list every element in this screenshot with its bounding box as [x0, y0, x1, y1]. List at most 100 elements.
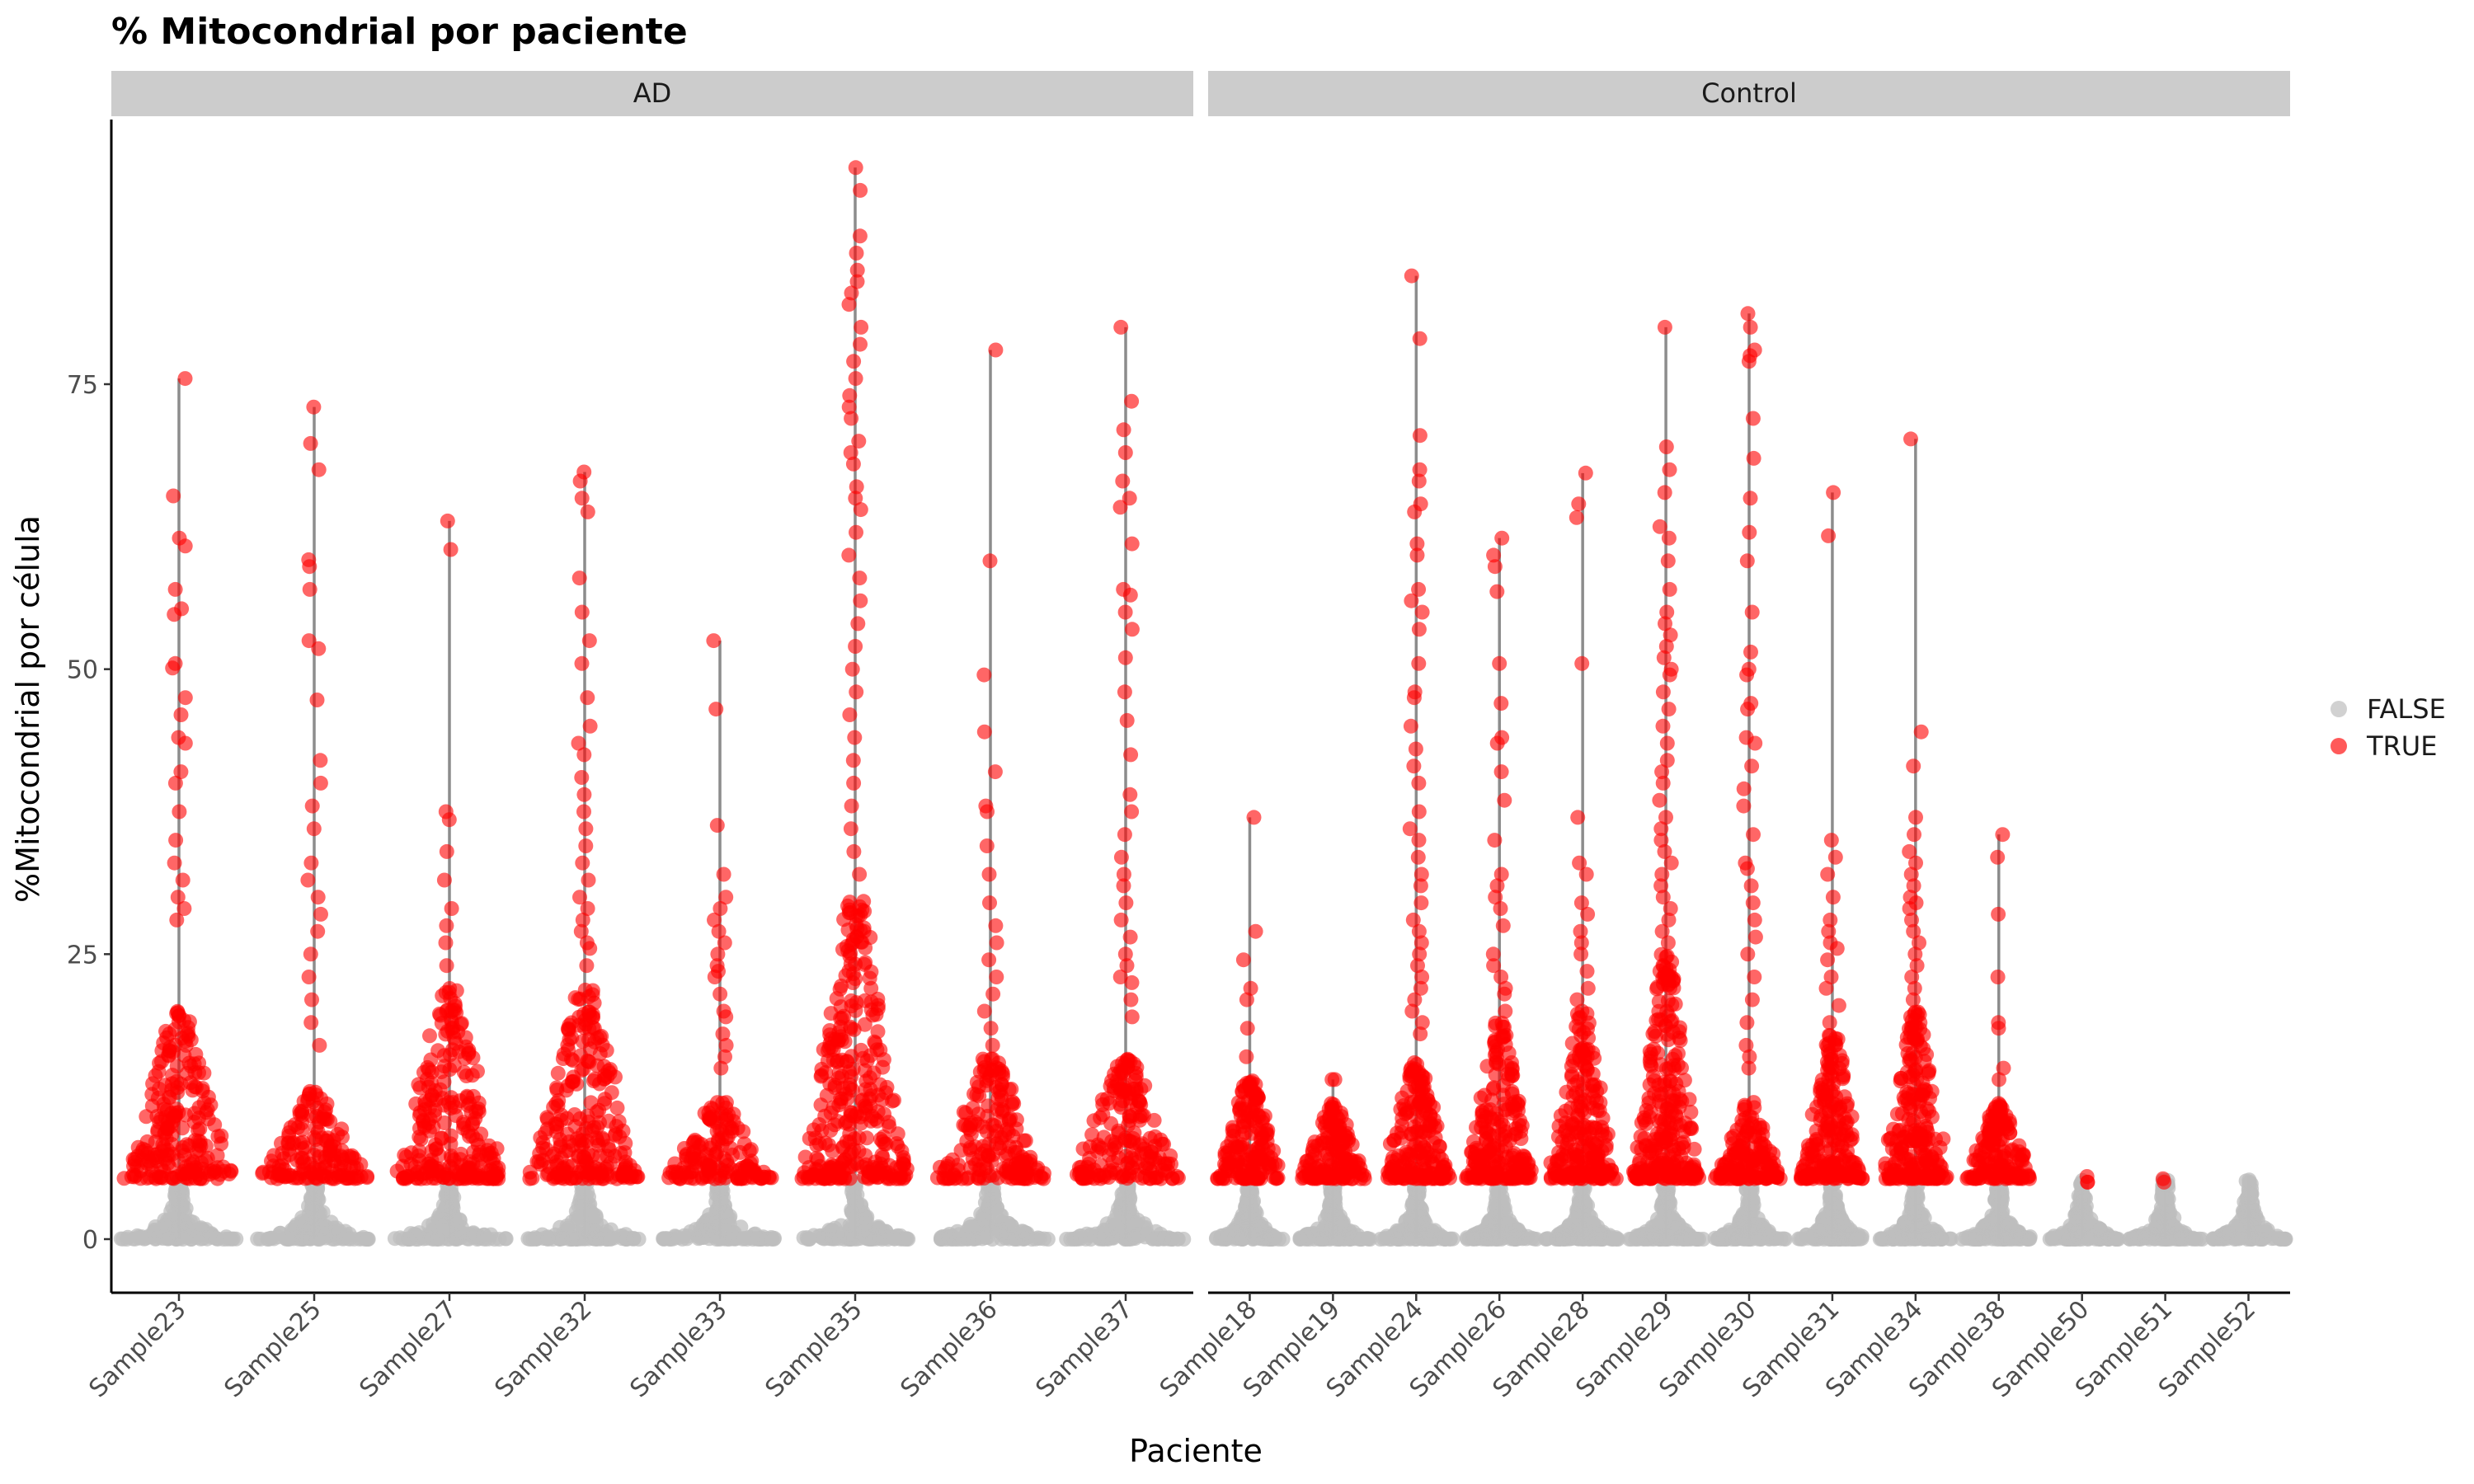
point-true — [408, 1096, 424, 1111]
point-true — [585, 987, 600, 1003]
point-true — [576, 747, 592, 763]
point-true — [331, 1169, 346, 1185]
point-true — [708, 702, 724, 717]
point-true — [1123, 992, 1139, 1007]
point-true — [576, 464, 592, 480]
point-false — [578, 1188, 594, 1204]
point-true — [304, 992, 319, 1007]
point-true — [1122, 929, 1138, 945]
point-true — [1115, 473, 1131, 489]
point-true — [441, 1171, 456, 1186]
point-true — [557, 1171, 572, 1186]
point-true — [198, 1139, 214, 1153]
sample-sample32: Sample32 — [489, 464, 647, 1403]
point-true — [167, 775, 183, 791]
point-true — [303, 1015, 319, 1031]
point-false — [1234, 1232, 1249, 1247]
point-false — [1686, 1231, 1701, 1247]
point-false — [1654, 1199, 1670, 1214]
point-false — [1138, 1219, 1154, 1235]
point-true — [572, 1111, 588, 1126]
point-true — [1510, 1096, 1526, 1111]
point-false — [1094, 1225, 1109, 1241]
point-false — [407, 1226, 422, 1242]
point-false — [796, 1230, 811, 1246]
point-false — [136, 1231, 152, 1247]
point-false — [536, 1231, 552, 1247]
point-true — [437, 1059, 452, 1074]
point-true — [958, 1105, 974, 1120]
point-false — [115, 1231, 131, 1247]
point-true — [741, 1144, 757, 1158]
point-false — [1630, 1228, 1645, 1244]
point-true — [148, 1171, 164, 1186]
point-true — [574, 491, 590, 506]
point-false — [1073, 1231, 1089, 1247]
point-true — [821, 1137, 836, 1153]
point-false — [727, 1231, 742, 1247]
point-true — [1409, 547, 1425, 563]
point-false — [180, 1229, 195, 1245]
point-true — [1418, 1098, 1432, 1114]
point-true — [304, 798, 320, 814]
point-true — [842, 387, 858, 403]
point-true — [1146, 1112, 1162, 1128]
point-true — [716, 866, 731, 882]
point-true — [850, 616, 866, 632]
point-true — [1585, 1148, 1601, 1164]
point-true — [281, 1125, 297, 1140]
point-true — [858, 1148, 873, 1163]
point-true — [1248, 1077, 1263, 1092]
point-true — [1573, 946, 1589, 962]
point-true — [1502, 1133, 1517, 1148]
point-true — [306, 821, 322, 837]
facet-label: AD — [633, 77, 672, 109]
point-false — [1114, 1191, 1130, 1207]
point-true — [166, 488, 181, 504]
point-true — [847, 730, 863, 745]
point-true — [465, 1050, 481, 1065]
point-true — [553, 1112, 569, 1128]
point-true — [168, 833, 184, 848]
point-true — [704, 1113, 719, 1129]
point-true — [796, 1169, 811, 1185]
point-true — [421, 1062, 436, 1078]
point-true — [1239, 1049, 1254, 1064]
point-false — [336, 1231, 350, 1247]
point-true — [1075, 1170, 1090, 1185]
point-true — [153, 1111, 169, 1126]
point-false — [671, 1230, 686, 1246]
point-true — [167, 855, 182, 871]
point-true — [194, 1155, 209, 1171]
point-true — [550, 1065, 566, 1081]
point-true — [581, 633, 597, 649]
point-true — [1119, 712, 1135, 728]
point-false — [722, 1209, 738, 1224]
point-true — [1408, 1166, 1423, 1181]
point-true — [173, 764, 189, 780]
point-true — [571, 1148, 586, 1163]
point-true — [1571, 496, 1587, 512]
point-true — [1000, 1146, 1015, 1162]
point-true — [1396, 1098, 1412, 1113]
point-true — [849, 262, 865, 278]
point-true — [1411, 655, 1427, 671]
point-true — [864, 1108, 880, 1124]
point-true — [560, 1021, 576, 1036]
point-true — [580, 690, 595, 706]
point-true — [717, 1151, 732, 1167]
point-true — [844, 661, 860, 677]
point-true — [429, 1163, 444, 1179]
point-true — [841, 547, 857, 563]
point-false — [1155, 1230, 1171, 1246]
point-true — [307, 1129, 322, 1145]
point-true — [870, 1001, 886, 1017]
point-true — [1113, 319, 1129, 335]
point-true — [309, 693, 325, 707]
point-true — [981, 866, 997, 882]
point-true — [322, 1114, 338, 1129]
point-true — [843, 1019, 858, 1035]
point-true — [438, 935, 454, 951]
point-true — [440, 1023, 455, 1039]
